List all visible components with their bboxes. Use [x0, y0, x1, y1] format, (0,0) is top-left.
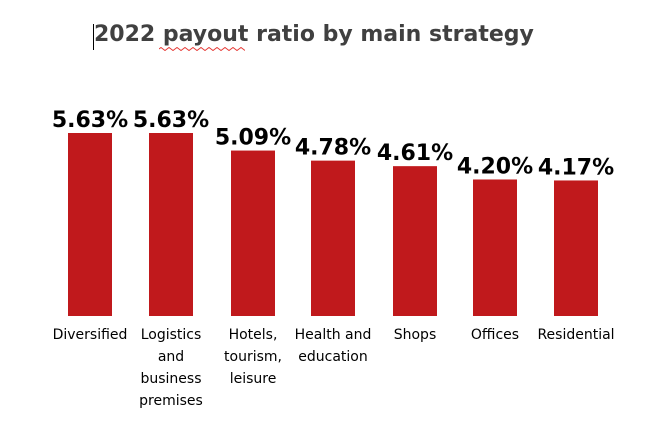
- bar-7: [554, 180, 598, 316]
- data-label-5: 4.61%: [377, 141, 453, 166]
- category-label-1: Diversified: [53, 327, 128, 343]
- bar-3: [231, 150, 275, 316]
- data-label-2: 5.63%: [133, 108, 209, 133]
- category-label-3: Hotels, tourism, leisure: [224, 327, 282, 387]
- text-cursor: [93, 24, 94, 50]
- bar-6: [473, 179, 517, 316]
- bar-4: [311, 160, 355, 316]
- bar-5: [393, 166, 437, 316]
- category-label-4: Health and education: [295, 327, 372, 365]
- category-label-2: Logistics and business premises: [139, 327, 203, 409]
- data-label-7: 4.17%: [538, 155, 614, 180]
- bar-2: [149, 133, 193, 316]
- data-label-4: 4.78%: [295, 136, 371, 161]
- data-label-6: 4.20%: [457, 154, 533, 179]
- chart-title: 2022 payout ratio by main strategy: [94, 22, 534, 47]
- category-label-7: Residential: [537, 327, 614, 343]
- bar-1: [68, 133, 112, 316]
- category-label-6: Offices: [471, 327, 519, 343]
- data-label-1: 5.63%: [52, 108, 128, 133]
- category-label-5: Shops: [394, 327, 437, 343]
- spellcheck-underline: [159, 47, 245, 51]
- data-label-3: 5.09%: [215, 126, 291, 151]
